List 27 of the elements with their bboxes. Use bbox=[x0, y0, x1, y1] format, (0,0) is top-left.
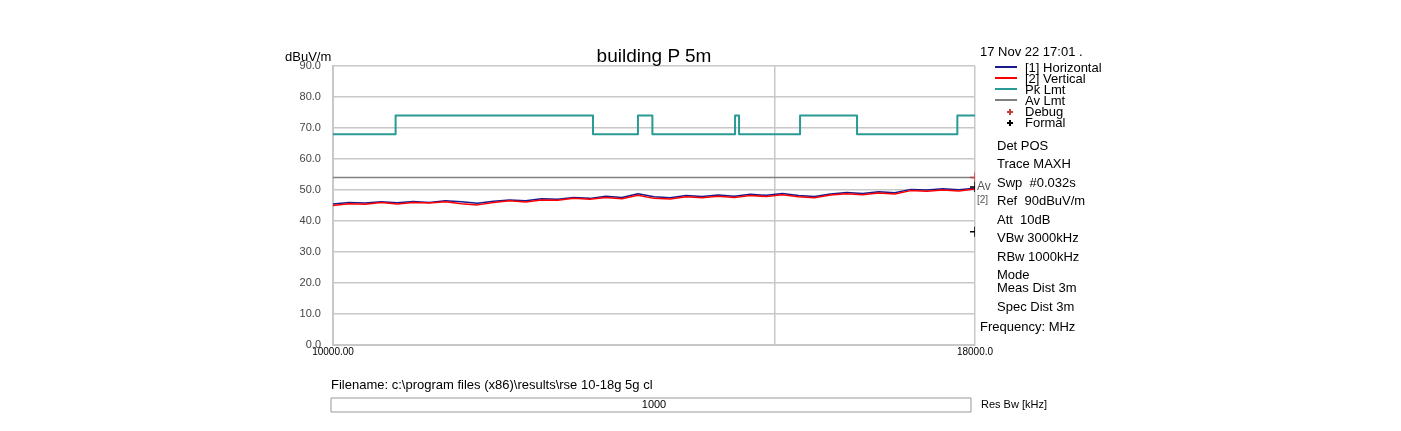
text: Spec Dist 3m bbox=[997, 298, 1075, 314]
x-tick-label: 18000.0 bbox=[956, 345, 994, 357]
text: Trace MAXH bbox=[997, 156, 1071, 172]
text: Meas Dist 3m bbox=[997, 280, 1077, 296]
x-axis-title: Frequency: MHz bbox=[980, 318, 1076, 334]
chart-title: building P 5m bbox=[596, 44, 712, 66]
text: Swp #0.032s bbox=[997, 174, 1077, 190]
text: RBw 1000kHz bbox=[997, 248, 1080, 264]
y-tick-label: 10.0 bbox=[299, 307, 321, 320]
text: 1000 bbox=[641, 398, 667, 411]
y-tick-label: 20.0 bbox=[299, 276, 321, 289]
text: Det POS bbox=[997, 137, 1049, 153]
text: VBw 3000kHz bbox=[997, 230, 1079, 246]
y-tick-label: 50.0 bbox=[299, 183, 321, 196]
text: 17 Nov 22 17:01 . bbox=[980, 43, 1083, 59]
annotation: Av bbox=[977, 179, 991, 194]
text: [2] bbox=[977, 193, 989, 205]
y-tick-label: 80.0 bbox=[299, 90, 321, 103]
text: Ref 90dBuV/m bbox=[997, 193, 1086, 209]
text: Filename: c:\program files (x86)\results\rse 10-18g 5g cl bbox=[331, 376, 653, 392]
y-tick-label: 40.0 bbox=[299, 214, 321, 227]
y-tick-label: 60.0 bbox=[299, 152, 321, 165]
y-tick-label: 70.0 bbox=[299, 121, 321, 134]
text: Mode bbox=[997, 267, 1030, 283]
text: Att 10dB bbox=[997, 211, 1051, 227]
y-tick-label: 30.0 bbox=[299, 245, 321, 258]
text: Res Bw [kHz] bbox=[981, 398, 1048, 411]
